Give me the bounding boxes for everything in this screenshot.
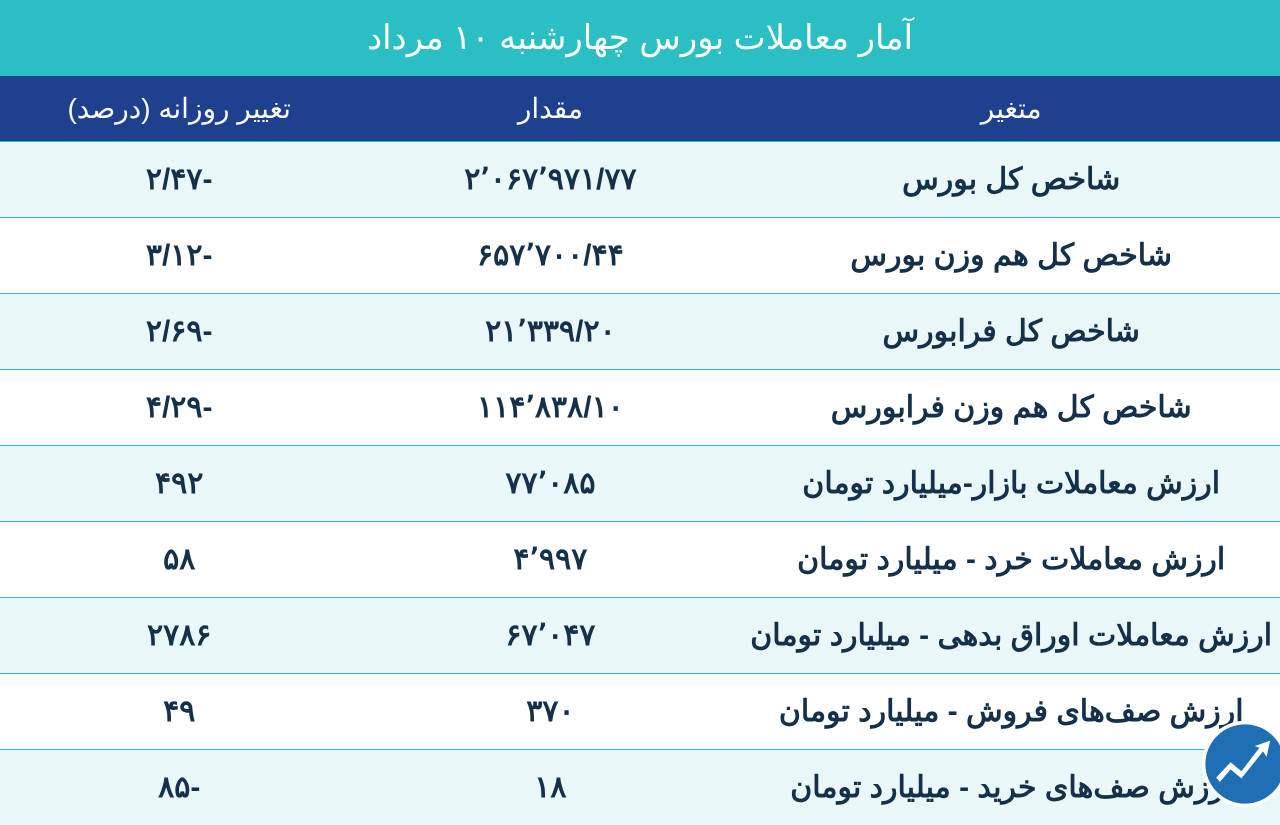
table-row: ارزش صف‌های خرید - میلیارد تومان۱۸-۸۵ <box>0 750 1280 825</box>
cell-change: -۲/۶۹ <box>0 294 358 370</box>
cell-change: -۳/۱۲ <box>0 218 358 294</box>
cell-variable: شاخص کل فرابورس <box>742 294 1280 370</box>
col-header-change: تغییر روزانه (درصد) <box>0 76 358 142</box>
cell-variable: ارزش معاملات بازار-میلیارد تومان <box>742 446 1280 522</box>
cell-change: ۲۷۸۶ <box>0 598 358 674</box>
cell-value: ۶۵۷٬۷۰۰/۴۴ <box>358 218 742 294</box>
table-row: شاخص کل فرابورس۲۱٬۳۳۹/۲۰-۲/۶۹ <box>0 294 1280 370</box>
table-row: شاخص کل بورس۲٬۰۶۷٬۹۷۱/۷۷-۲/۴۷ <box>0 142 1280 218</box>
cell-value: ۲۱٬۳۳۹/۲۰ <box>358 294 742 370</box>
cell-value: ۳۷۰ <box>358 674 742 750</box>
cell-variable: ارزش معاملات خرد - میلیارد تومان <box>742 522 1280 598</box>
col-header-value: مقدار <box>358 76 742 142</box>
cell-change: ۴۹۲ <box>0 446 358 522</box>
table-row: ارزش معاملات اوراق بدهی - میلیارد تومان۶… <box>0 598 1280 674</box>
table-row: شاخص کل هم وزن فرابورس۱۱۴٬۸۳۸/۱۰-۴/۲۹ <box>0 370 1280 446</box>
cell-change: ۴۹ <box>0 674 358 750</box>
header-row: متغیر مقدار تغییر روزانه (درصد) <box>0 76 1280 142</box>
logo-badge <box>1200 719 1280 809</box>
cell-variable: ارزش معاملات اوراق بدهی - میلیارد تومان <box>742 598 1280 674</box>
cell-value: ۱۸ <box>358 750 742 825</box>
col-header-variable: متغیر <box>742 76 1280 142</box>
cell-value: ۶۷٬۰۴۷ <box>358 598 742 674</box>
table-row: ارزش معاملات خرد - میلیارد تومان۴٬۹۹۷۵۸ <box>0 522 1280 598</box>
cell-change: ۵۸ <box>0 522 358 598</box>
title-row: آمار معاملات بورس چهارشنبه ۱۰ مرداد <box>0 0 1280 76</box>
cell-value: ۲٬۰۶۷٬۹۷۱/۷۷ <box>358 142 742 218</box>
table-row: ارزش معاملات بازار-میلیارد تومان۷۷٬۰۸۵۴۹… <box>0 446 1280 522</box>
cell-change: -۴/۲۹ <box>0 370 358 446</box>
table-title: آمار معاملات بورس چهارشنبه ۱۰ مرداد <box>0 0 1280 76</box>
cell-value: ۴٬۹۹۷ <box>358 522 742 598</box>
stats-table: آمار معاملات بورس چهارشنبه ۱۰ مرداد متغی… <box>0 0 1280 825</box>
cell-variable: شاخص کل بورس <box>742 142 1280 218</box>
table-row: شاخص کل هم وزن بورس۶۵۷٬۷۰۰/۴۴-۳/۱۲ <box>0 218 1280 294</box>
cell-change: -۲/۴۷ <box>0 142 358 218</box>
table-row: ارزش صف‌های فروش - میلیارد تومان۳۷۰۴۹ <box>0 674 1280 750</box>
cell-value: ۱۱۴٬۸۳۸/۱۰ <box>358 370 742 446</box>
cell-variable: شاخص کل هم وزن بورس <box>742 218 1280 294</box>
cell-variable: شاخص کل هم وزن فرابورس <box>742 370 1280 446</box>
cell-change: -۸۵ <box>0 750 358 825</box>
cell-value: ۷۷٬۰۸۵ <box>358 446 742 522</box>
